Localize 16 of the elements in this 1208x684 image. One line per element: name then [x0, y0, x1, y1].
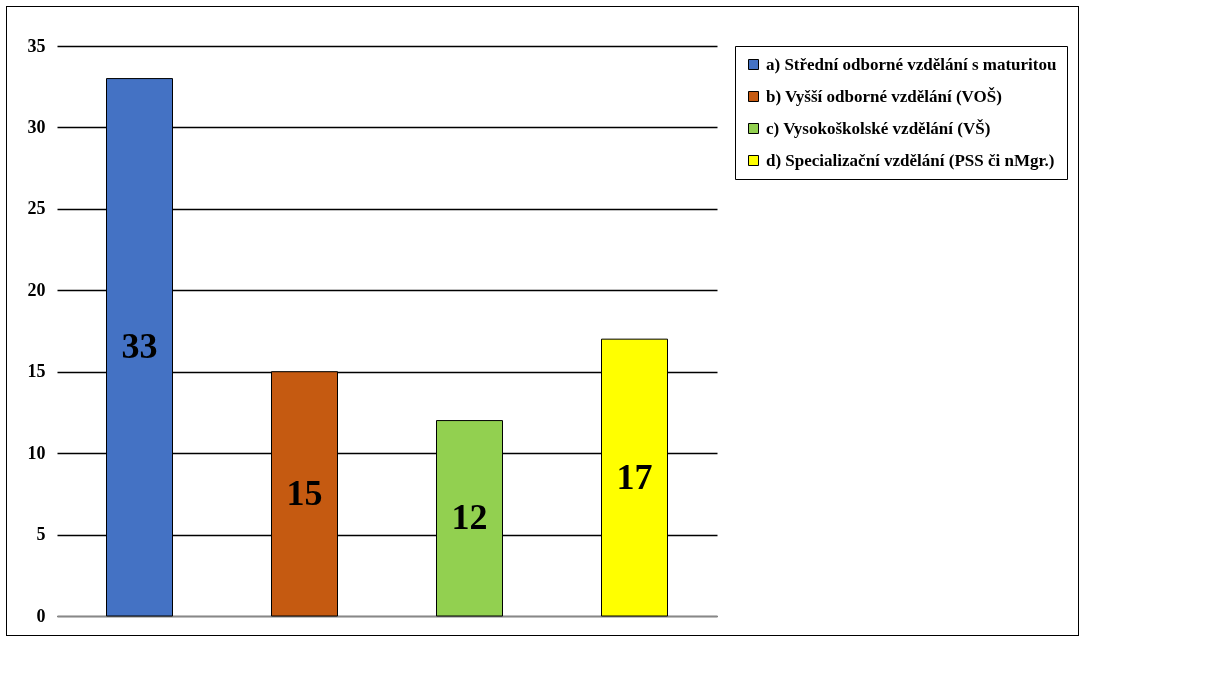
y-tick-label: 25 — [27, 198, 46, 219]
legend-label: c) Vysokoškolské vzdělání (VŠ) — [766, 118, 991, 138]
legend-label: b) Vyšší odborné vzdělání (VOŠ) — [766, 86, 1002, 106]
y-tick-label: 15 — [27, 361, 46, 382]
data-label: 17 — [616, 456, 653, 497]
data-label: 15 — [286, 472, 323, 513]
legend-label: d) Specializační vzdělání (PSS či nMgr.) — [766, 150, 1055, 170]
y-tick-label: 5 — [36, 524, 46, 545]
y-tick-label: 20 — [27, 279, 46, 300]
y-tick-label: 0 — [36, 605, 46, 626]
y-tick-label: 30 — [27, 116, 46, 137]
data-label: 33 — [121, 326, 158, 367]
y-tick-label: 10 — [27, 442, 46, 463]
y-tick-label: 35 — [27, 35, 46, 56]
data-label: 12 — [451, 497, 488, 538]
legend-label: a) Střední odborné vzdělání s maturitou — [766, 54, 1057, 74]
